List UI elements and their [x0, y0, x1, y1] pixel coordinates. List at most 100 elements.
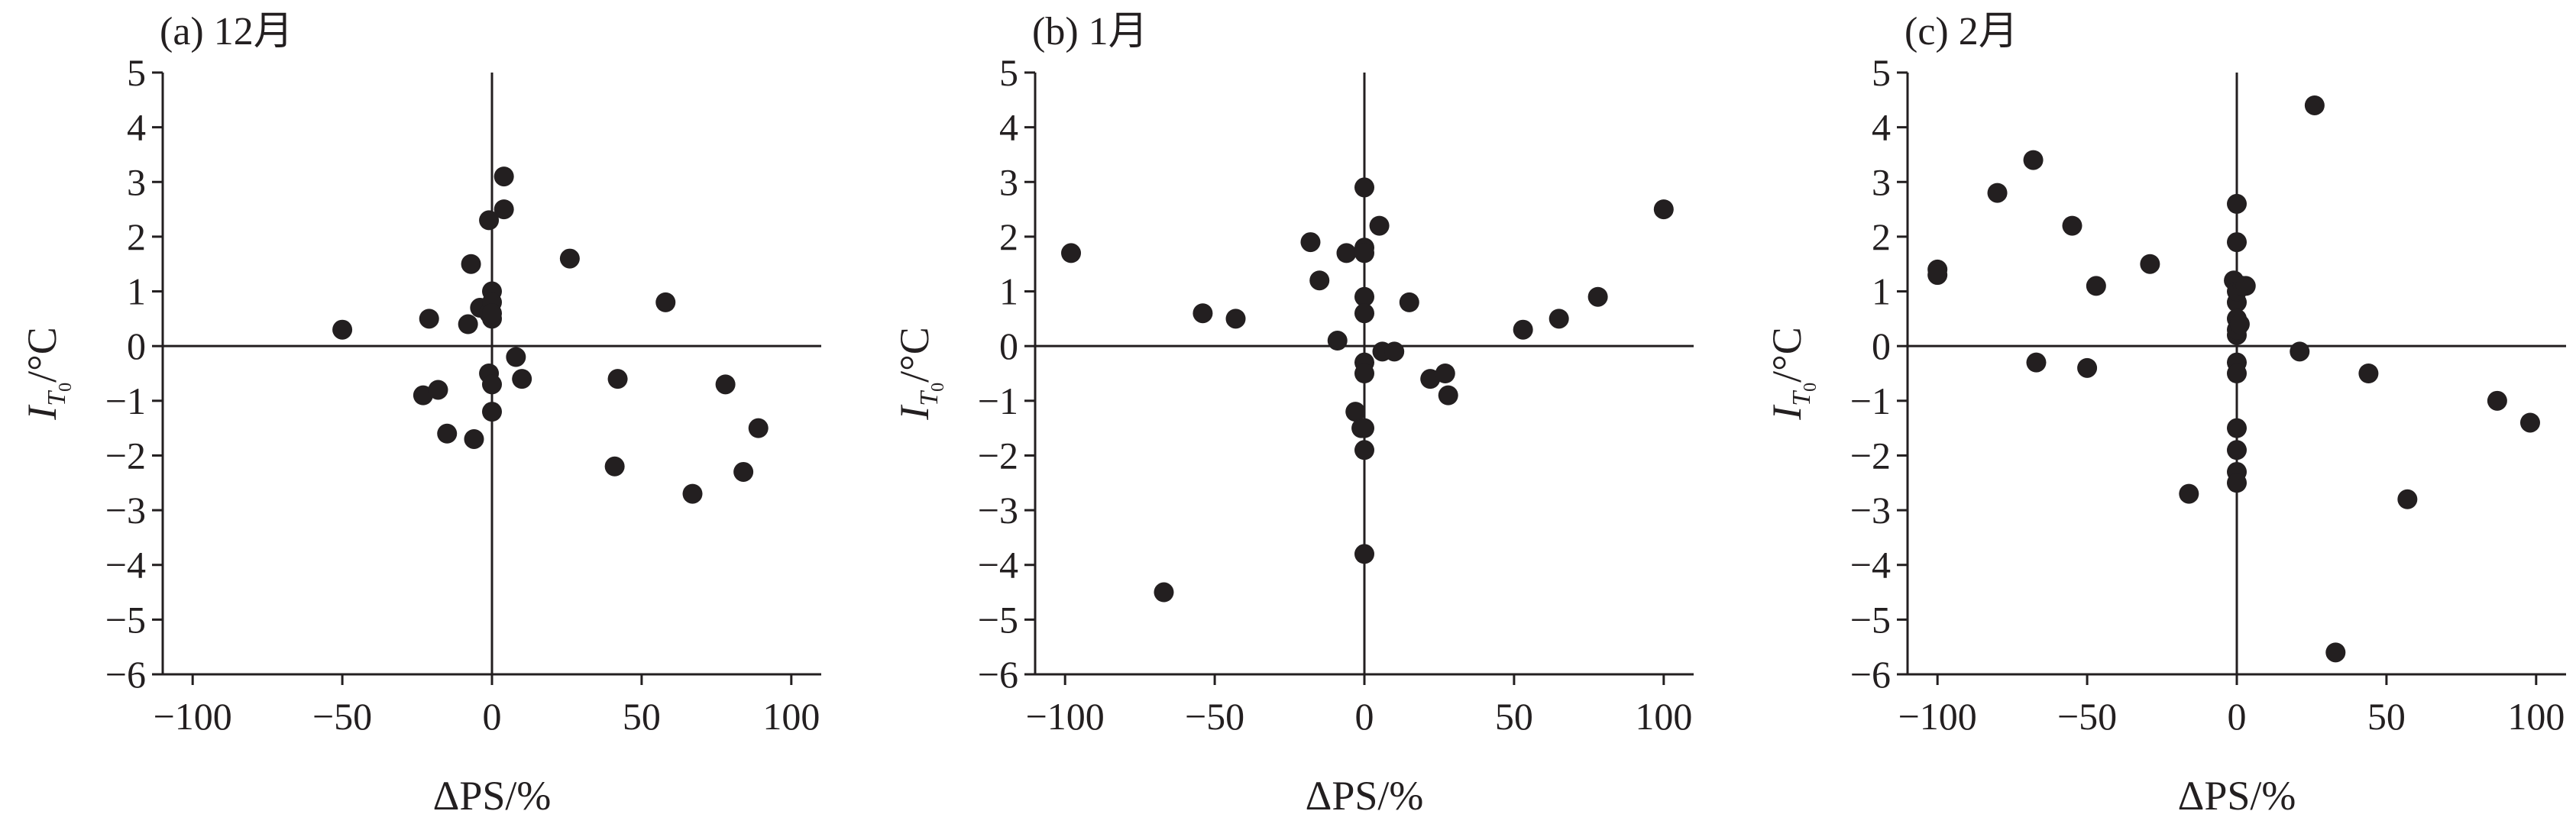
data-point	[604, 456, 625, 477]
data-point	[1327, 331, 1348, 351]
y-tick-label: 5	[127, 51, 146, 94]
data-point	[1154, 582, 1174, 603]
data-point	[506, 347, 526, 367]
y-axis-title-sub: T	[43, 390, 71, 406]
data-point	[419, 309, 439, 329]
data-point	[428, 380, 448, 400]
x-tick-label: 50	[623, 695, 661, 738]
y-tick-label: 4	[1872, 106, 1891, 149]
x-tick-label: −100	[1898, 695, 1977, 738]
y-tick-label: −6	[105, 653, 146, 696]
data-point	[1309, 270, 1330, 291]
data-point	[1354, 418, 1374, 438]
y-tick-label: 2	[999, 215, 1018, 258]
y-axis-title: IT0/°C	[1764, 327, 1820, 421]
y-tick-label: 0	[127, 325, 146, 367]
y-tick-label: −2	[1850, 434, 1891, 477]
data-point	[2227, 418, 2247, 438]
y-tick-label: 1	[999, 270, 1018, 313]
y-tick-label: −3	[978, 489, 1018, 532]
x-axis-title: ΔPS/%	[2178, 773, 2296, 819]
data-point	[1399, 292, 1419, 312]
data-point	[2397, 489, 2418, 509]
x-tick-label: 50	[2367, 695, 2406, 738]
data-point	[748, 418, 769, 438]
y-tick-label: −5	[105, 598, 146, 641]
y-tick-label: 1	[127, 270, 146, 313]
y-tick-label: 5	[1872, 51, 1891, 94]
data-point	[1438, 385, 1458, 406]
chart-panel-3: (c) 2月 5 4 3 2 1 0 −1 −2 −3 −4 −5 −6−100 −50 0 50 100 ΔPS…	[1764, 10, 2566, 819]
y-tick-label: −2	[978, 434, 1018, 477]
data-point	[1435, 364, 1455, 383]
data-point	[437, 423, 458, 444]
data-point	[1354, 243, 1374, 263]
data-point	[1987, 183, 2008, 203]
y-tick-label: −4	[105, 544, 146, 586]
data-point	[482, 374, 502, 395]
y-tick-label: 0	[1872, 325, 1891, 367]
data-point	[2140, 254, 2160, 274]
data-point	[2235, 276, 2256, 296]
y-axis-title-subsub: 0	[1801, 383, 1820, 392]
data-point	[2487, 390, 2507, 411]
x-tick-label: 0	[1355, 695, 1374, 738]
data-point	[559, 248, 580, 269]
data-point	[733, 461, 754, 482]
data-point	[1369, 215, 1390, 236]
y-tick-label: −1	[1850, 380, 1891, 422]
data-point	[1587, 286, 1608, 307]
y-tick-label: −3	[1850, 489, 1891, 532]
y-tick-label: −6	[1850, 653, 1891, 696]
data-point	[2026, 352, 2047, 373]
data-point	[2179, 483, 2199, 504]
y-tick-label: −1	[105, 380, 146, 422]
data-point	[2227, 193, 2247, 214]
data-point	[1354, 544, 1374, 564]
y-axis-title-sub: T	[915, 390, 943, 406]
data-point	[1354, 177, 1374, 198]
y-tick-label: 0	[999, 325, 1018, 367]
y-tick-label: 1	[1872, 270, 1891, 313]
data-point	[461, 254, 481, 274]
data-point	[1927, 265, 1948, 286]
y-axis-title: IT0/°C	[19, 327, 76, 421]
x-axis-title: ΔPS/%	[433, 773, 552, 819]
x-tick-label: −100	[154, 695, 232, 738]
data-point	[1354, 440, 1374, 460]
y-axis-title-main: I	[19, 404, 65, 421]
data-point	[494, 166, 514, 187]
data-point	[2519, 412, 2540, 433]
data-point	[2086, 276, 2106, 296]
x-tick-label: 0	[2228, 695, 2247, 738]
x-tick-label: −50	[1185, 695, 1244, 738]
data-point	[2229, 314, 2250, 334]
x-tick-label: 100	[1635, 695, 1692, 738]
data-point	[715, 374, 736, 395]
y-axis-title-unit: /°C	[19, 327, 65, 383]
y-tick-label: 4	[999, 106, 1018, 149]
y-axis-title-main: I	[1764, 404, 1810, 421]
data-point	[2227, 473, 2247, 493]
data-point	[2325, 642, 2346, 663]
data-point	[1354, 364, 1374, 383]
y-tick-label: 3	[1872, 160, 1891, 203]
x-tick-label: −50	[2057, 695, 2117, 738]
data-point	[2062, 215, 2082, 236]
y-tick-label: 4	[127, 106, 146, 149]
data-point	[655, 292, 676, 312]
data-point	[2304, 95, 2325, 115]
data-point	[1513, 319, 1533, 340]
y-tick-label: −4	[1850, 544, 1891, 586]
y-tick-label: −6	[978, 653, 1018, 696]
x-tick-label: −100	[1026, 695, 1105, 738]
y-axis-title-subsub: 0	[56, 383, 76, 392]
y-tick-label: 2	[127, 215, 146, 258]
data-point	[1354, 286, 1374, 307]
data-point	[464, 428, 484, 449]
data-point	[2023, 150, 2044, 170]
y-tick-label: 2	[1872, 215, 1891, 258]
data-point	[1336, 243, 1357, 263]
data-point	[1061, 243, 1082, 263]
x-axis-title: ΔPS/%	[1306, 773, 1424, 819]
